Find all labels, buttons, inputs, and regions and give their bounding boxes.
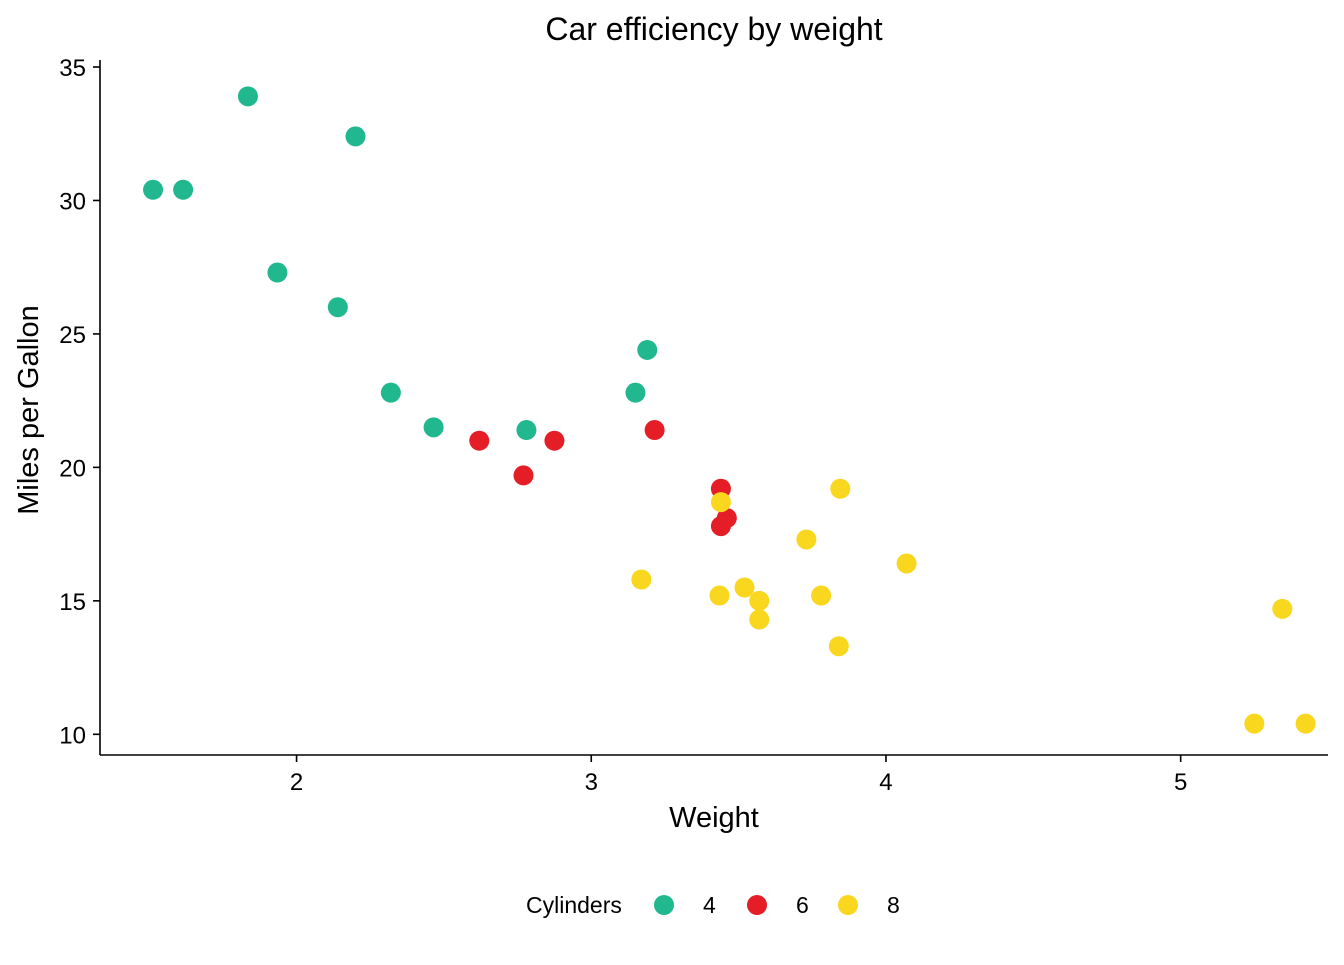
legend-items: 4 6 8	[654, 892, 900, 918]
data-point-cyl-8	[828, 636, 849, 657]
y-tick-label: 35	[59, 55, 86, 82]
data-point-cyl-4	[143, 179, 164, 200]
data-point-cyl-8	[709, 585, 730, 606]
data-point-cyl-6	[513, 465, 534, 486]
y-axis-ticks: 10 15 20 25 30 35	[59, 55, 100, 749]
y-axis-title: Miles per Gallon	[13, 305, 45, 515]
x-tick-label: 2	[290, 769, 303, 796]
legend-swatch-6	[747, 895, 767, 915]
y-tick-label: 25	[59, 322, 86, 349]
y-tick-label: 15	[59, 589, 86, 616]
y-tick-label: 10	[59, 722, 86, 749]
data-point-cyl-4	[345, 126, 366, 147]
data-point-cyl-4	[625, 382, 646, 403]
data-point-cyl-8	[896, 553, 917, 574]
data-points	[143, 86, 1316, 734]
y-tick-label: 30	[59, 188, 86, 215]
x-tick-label: 3	[585, 769, 598, 796]
data-point-cyl-4	[173, 179, 194, 200]
legend-swatch-8	[838, 895, 858, 915]
data-point-cyl-6	[544, 430, 565, 451]
data-point-cyl-4	[237, 86, 258, 107]
data-point-cyl-8	[1244, 713, 1265, 734]
data-point-cyl-4	[516, 420, 537, 441]
x-tick-label: 5	[1174, 769, 1187, 796]
legend-label-4: 4	[703, 892, 716, 918]
data-point-cyl-8	[734, 577, 755, 598]
chart-title: Car efficiency by weight	[545, 11, 882, 47]
legend-title: Cylinders	[526, 892, 622, 918]
data-point-cyl-8	[749, 590, 770, 611]
data-point-cyl-4	[267, 262, 288, 283]
legend-label-8: 8	[887, 892, 900, 918]
data-point-cyl-6	[710, 516, 731, 537]
x-tick-label: 4	[879, 769, 892, 796]
data-point-cyl-6	[644, 420, 665, 441]
data-point-cyl-4	[637, 339, 658, 360]
data-point-cyl-4	[380, 382, 401, 403]
data-point-cyl-8	[749, 609, 770, 630]
data-point-cyl-8	[811, 585, 832, 606]
data-point-cyl-8	[796, 529, 817, 550]
legend: Cylinders 4 6 8	[526, 892, 900, 918]
data-point-cyl-6	[469, 430, 490, 451]
data-point-cyl-8	[710, 492, 731, 513]
x-axis-ticks: 2 3 4 5	[290, 755, 1187, 796]
legend-swatch-4	[654, 895, 674, 915]
legend-label-6: 6	[796, 892, 809, 918]
x-axis-title: Weight	[669, 802, 759, 834]
axes: 2 3 4 5 10 15 20 25 30 35	[59, 55, 1328, 796]
data-point-cyl-8	[830, 478, 851, 499]
data-point-cyl-4	[327, 297, 348, 318]
data-point-cyl-8	[1295, 713, 1316, 734]
data-point-cyl-8	[631, 569, 652, 590]
data-point-cyl-8	[1272, 598, 1293, 619]
data-point-cyl-4	[423, 417, 444, 438]
y-tick-label: 20	[59, 455, 86, 482]
